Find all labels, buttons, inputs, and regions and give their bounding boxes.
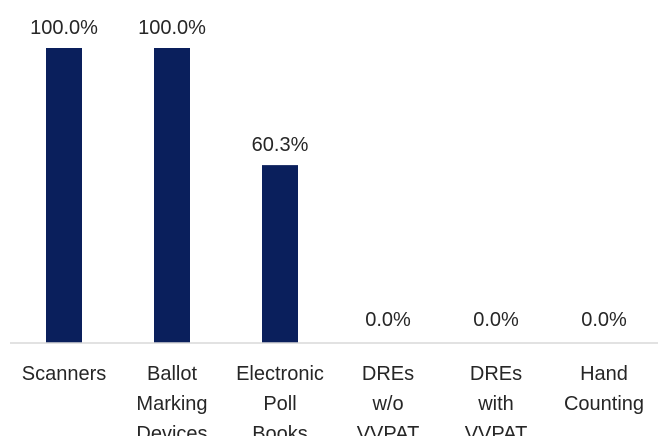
bar (262, 165, 298, 343)
bar (154, 48, 190, 343)
category-label-line: with (477, 393, 514, 415)
category-label-line: Devices (136, 423, 207, 436)
category-label-line: DREs (362, 363, 414, 385)
category-label-line: Books (252, 423, 308, 436)
data-label: 60.3% (252, 134, 309, 156)
category-label-line: Counting (564, 393, 644, 415)
category-label: DREs with VVPAT (465, 363, 528, 436)
category-label-line: Poll (263, 393, 296, 415)
category-label-line: Scanners (22, 363, 107, 385)
category-label-line: Electronic (236, 363, 324, 385)
category-label-line: VVPAT (465, 423, 528, 436)
category-label-line: Marking (136, 393, 207, 415)
data-label: 0.0% (473, 309, 519, 331)
category-label: DREs w/o VVPAT (357, 363, 420, 436)
category-label: Ballot Marking Devices (136, 363, 207, 436)
data-label: 0.0% (365, 309, 411, 331)
category-label-line: VVPAT (357, 423, 420, 436)
bars-group (46, 48, 298, 343)
category-label: Electronic Poll Books (236, 363, 324, 436)
data-labels-group: 100.0% 100.0% 60.3% 0.0% 0.0% 0.0% (30, 17, 627, 331)
category-label-line: Hand (580, 363, 628, 385)
category-label: Hand Counting (564, 363, 644, 415)
data-label: 100.0% (30, 17, 98, 39)
category-label-line: Ballot (147, 363, 197, 385)
data-label: 0.0% (581, 309, 627, 331)
category-label-line: DREs (470, 363, 522, 385)
category-labels-group: Scanners Ballot Marking Devices Electronic Po… (22, 363, 644, 436)
category-label: Scanners (22, 363, 107, 385)
category-label-line: w/o (371, 393, 403, 415)
bar (46, 48, 82, 343)
data-label: 100.0% (138, 17, 206, 39)
